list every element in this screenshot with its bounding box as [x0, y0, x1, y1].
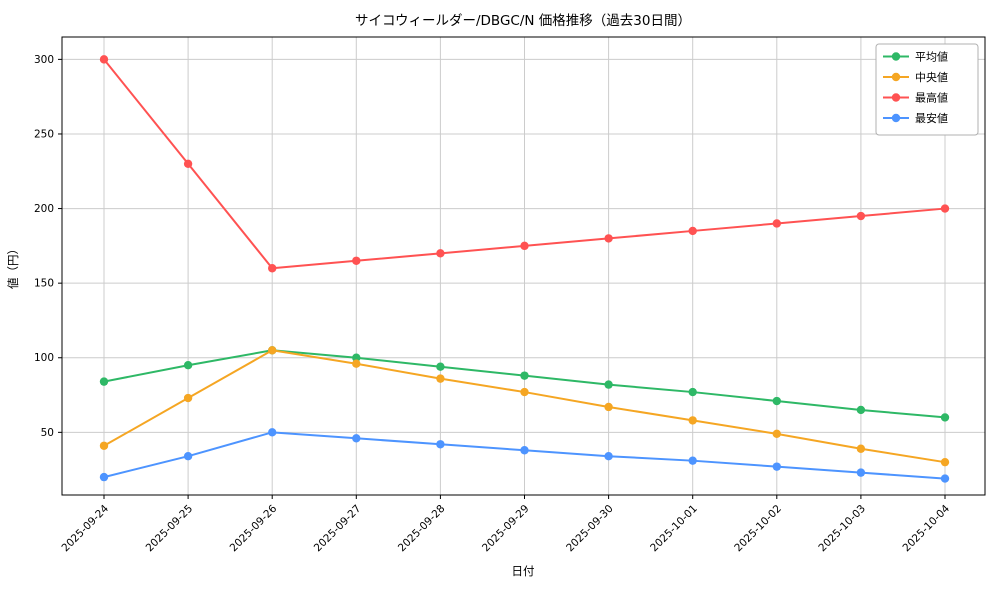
x-tick-label: 2025-10-02 [732, 503, 784, 555]
series-average-marker [604, 380, 613, 389]
series-max-marker [436, 249, 445, 258]
series-average-marker [436, 362, 445, 371]
y-tick-label: 50 [41, 427, 54, 439]
series-min-marker [688, 456, 697, 465]
x-tick-label: 2025-10-04 [900, 502, 952, 554]
series-median-marker [352, 359, 361, 368]
x-tick-label: 2025-09-30 [564, 503, 616, 555]
series-average-marker [688, 387, 697, 397]
y-tick-label: 200 [34, 203, 54, 215]
series-median-marker [520, 387, 529, 397]
series-min-marker [940, 474, 950, 483]
series-max-marker [268, 264, 277, 273]
series-average-marker [520, 371, 529, 380]
series-max-marker [99, 55, 109, 64]
series-average-marker [352, 353, 361, 362]
y-axis-label: 値（円） [6, 243, 20, 289]
series-min-marker [856, 468, 866, 477]
chart-title: サイコウィールダー/DBGC/N 価格推移（過去30日間） [355, 13, 691, 29]
series-median-marker [183, 393, 193, 403]
series-min-marker [604, 452, 613, 461]
series-min-marker [772, 462, 781, 471]
series-median-marker [604, 402, 613, 412]
x-tick-label: 2025-09-29 [480, 503, 532, 555]
series-average-marker [772, 396, 781, 406]
series-median-marker [772, 429, 781, 439]
series-min-marker [352, 434, 361, 443]
x-tick-label: 2025-09-27 [312, 503, 364, 555]
y-tick-label: 100 [34, 352, 54, 364]
series-max-marker [772, 219, 781, 228]
series-median-marker [688, 416, 697, 425]
series-max-marker [688, 226, 697, 236]
axes-frame [61, 36, 986, 496]
y-tick-label: 300 [34, 54, 54, 66]
series-median-marker [436, 374, 445, 383]
series-average-marker [856, 405, 866, 415]
legend-marker-max [891, 93, 901, 102]
legend-label-min: 最安値 [915, 111, 948, 125]
x-tick-label: 2025-09-24 [59, 502, 111, 554]
series-median-marker [856, 444, 866, 453]
series-max-marker [352, 256, 361, 265]
x-tick-label: 2025-10-01 [648, 503, 700, 555]
series-min-marker [436, 440, 445, 449]
chart-plot-area: 50 100 150 200 250 300 2025-09-24 2025-09-25 202… [34, 36, 986, 555]
legend-label-average: 平均値 [915, 50, 948, 63]
series-max-marker [604, 234, 613, 243]
y-tick-label: 250 [34, 128, 54, 140]
legend-label-median: 中央値 [915, 71, 948, 84]
series-max-marker [520, 241, 529, 251]
series-median-marker [940, 457, 950, 467]
legend-box [875, 43, 979, 136]
x-tick-label: 2025-09-25 [144, 503, 196, 555]
series-max-marker [183, 159, 193, 169]
legend-marker-median [891, 72, 901, 82]
series-average-marker [99, 377, 109, 386]
series-median-marker [99, 441, 109, 450]
series-min-marker [99, 472, 109, 482]
series-min-marker [183, 452, 193, 461]
x-axis-label: 日付 [512, 564, 535, 578]
series-median-marker [268, 346, 277, 355]
series-max-marker [940, 204, 950, 213]
x-tick-label: 2025-09-28 [396, 503, 448, 555]
y-tick-label: 150 [34, 278, 54, 290]
legend-marker-average [891, 52, 901, 61]
series-min-marker [520, 446, 529, 455]
x-tick-label: 2025-10-03 [816, 503, 868, 555]
legend-label-max: 最高値 [915, 90, 948, 104]
series-max-marker [856, 211, 866, 221]
x-tick-label: 2025-09-26 [228, 502, 280, 554]
legend-marker-min [891, 113, 901, 123]
series-average-marker [940, 413, 950, 422]
series-average-marker [183, 361, 193, 370]
series-min-marker [268, 428, 277, 437]
